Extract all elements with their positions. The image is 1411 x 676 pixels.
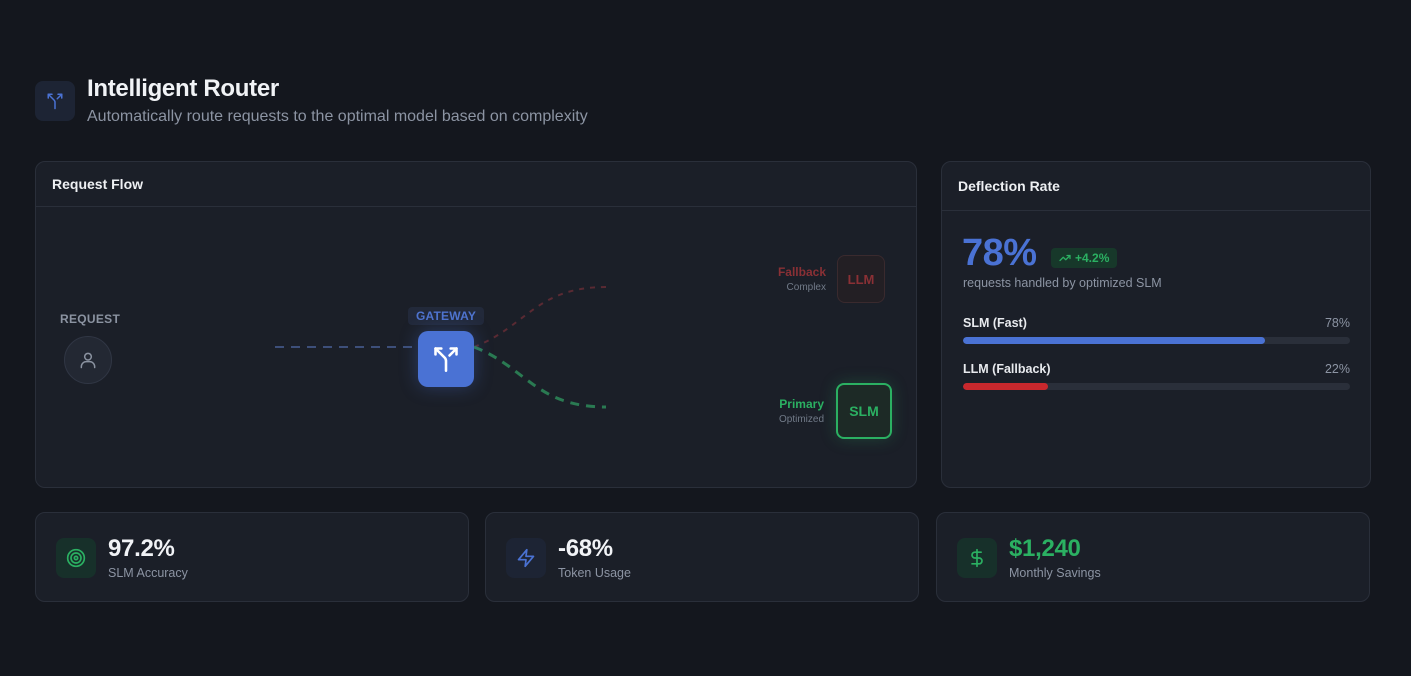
page-header: Intelligent Router Automatically route r… — [35, 76, 588, 126]
delta-badge: +4.2% — [1051, 248, 1118, 268]
stat-value: 97.2% — [108, 535, 175, 562]
llm-bar-row: LLM (Fallback) 22% — [963, 362, 1350, 390]
deflection-rate-value: 78% — [962, 232, 1037, 274]
request-node — [64, 336, 112, 384]
deflection-rate-card: Deflection Rate 78% +4.2% requests handl… — [941, 161, 1371, 488]
fallback-sublabel: Complex — [786, 282, 826, 293]
progress-fill — [963, 383, 1049, 390]
bar-percent: 22% — [1324, 362, 1350, 376]
trending-up-icon — [1059, 254, 1071, 262]
progress-fill — [963, 337, 1265, 344]
primary-label-group: Primary Optimized — [754, 397, 824, 425]
gateway-node[interactable] — [418, 331, 474, 387]
progress-track — [963, 337, 1350, 344]
llm-node[interactable]: LLM — [837, 255, 885, 303]
bar-name: SLM (Fast) — [963, 316, 1027, 330]
primary-connector — [473, 345, 607, 409]
flow-connectors — [275, 286, 607, 409]
stat-label: SLM Accuracy — [108, 566, 188, 580]
stat-value: -68% — [558, 535, 613, 562]
request-flow-card: Request Flow REQUEST GATEWAY Fallback Co… — [35, 161, 917, 488]
primary-label: Primary — [779, 397, 824, 411]
stat-label: Token Usage — [558, 566, 631, 580]
dollar-icon — [957, 538, 997, 578]
deflection-rate-title: Deflection Rate — [942, 162, 1370, 211]
primary-sublabel: Optimized — [778, 414, 824, 425]
slm-bar-row: SLM (Fast) 78% — [963, 316, 1350, 344]
stat-value: $1,240 — [1009, 535, 1081, 562]
slm-node[interactable]: SLM — [836, 383, 892, 439]
fallback-label-group: Fallback Complex — [756, 265, 826, 293]
stat-card-savings: $1,240 Monthly Savings — [936, 512, 1370, 602]
request-label: REQUEST — [60, 312, 121, 326]
gateway-label: GATEWAY — [408, 307, 485, 325]
page-title: Intelligent Router — [87, 75, 279, 102]
split-route-icon — [35, 81, 75, 121]
delta-value: +4.2% — [1075, 251, 1110, 265]
stat-label: Monthly Savings — [1009, 566, 1101, 580]
split-route-icon — [434, 347, 458, 372]
request-flow-title: Request Flow — [36, 162, 916, 207]
page-subtitle: Automatically route requests to the opti… — [87, 108, 588, 125]
user-icon — [80, 352, 96, 369]
fallback-connector — [473, 286, 607, 348]
deflection-description: requests handled by optimized SLM — [963, 276, 1162, 290]
progress-track — [963, 383, 1350, 390]
stat-card-accuracy: 97.2% SLM Accuracy — [35, 512, 469, 602]
lightning-icon — [506, 538, 546, 578]
fallback-label: Fallback — [777, 265, 826, 279]
target-icon — [56, 538, 96, 578]
bar-name: LLM (Fallback) — [963, 362, 1051, 376]
bar-percent: 78% — [1324, 316, 1350, 330]
stat-card-token-usage: -68% Token Usage — [485, 512, 919, 602]
